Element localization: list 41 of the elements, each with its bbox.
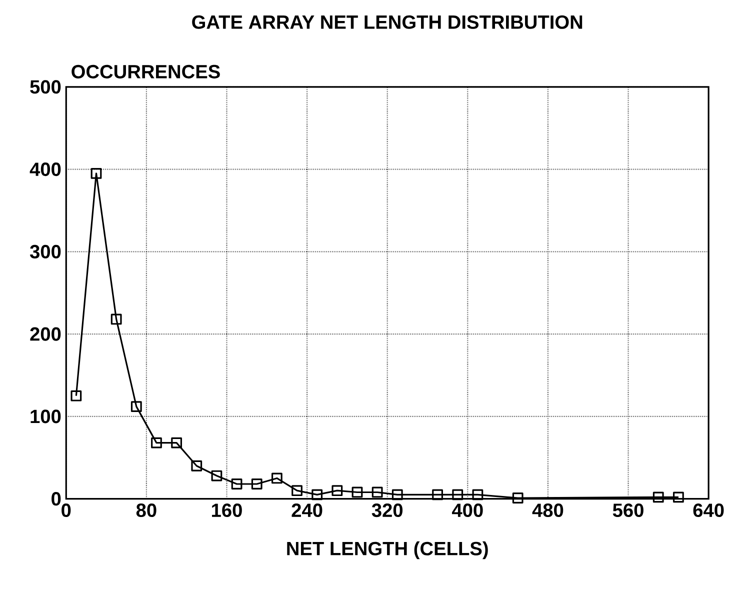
chart-title: GATE ARRAY NET LENGTH DISTRIBUTION	[192, 15, 582, 29]
point	[312, 489, 323, 500]
point	[70, 390, 82, 402]
point	[271, 472, 282, 484]
point	[673, 492, 684, 503]
point	[231, 478, 242, 490]
y-tick-label: 100	[30, 410, 61, 424]
y-tick-label: 300	[30, 244, 61, 259]
y-tick-label: 500	[30, 80, 61, 94]
x-tick-label: 320	[372, 504, 403, 518]
point	[652, 492, 664, 503]
point	[352, 486, 363, 498]
point	[432, 489, 443, 500]
point	[130, 401, 142, 412]
y-axis-title: OCCURRENCES	[72, 64, 220, 79]
x-tick-label: 400	[452, 504, 483, 518]
point	[372, 486, 383, 498]
point	[171, 437, 182, 448]
point	[110, 314, 122, 325]
point	[332, 485, 343, 496]
point	[452, 489, 464, 500]
point	[392, 489, 403, 500]
point	[251, 478, 262, 490]
x-axis-title: NET LENGTH (CELLS)	[287, 541, 488, 560]
x-tick-label: 240	[292, 504, 322, 518]
y-tick-label: 200	[30, 327, 61, 341]
x-tick-label: 640	[693, 504, 724, 518]
point	[472, 489, 484, 500]
point	[191, 460, 202, 472]
x-tick-label: 0	[62, 504, 71, 518]
x-tick-label: 560	[612, 504, 644, 518]
point	[90, 168, 102, 179]
y-tick-label: 0	[52, 492, 61, 506]
point	[151, 437, 162, 448]
point	[292, 485, 302, 496]
x-tick-label: 160	[212, 504, 242, 518]
point	[512, 492, 524, 504]
x-tick-label: 80	[136, 504, 156, 518]
x-tick-label: 480	[532, 504, 564, 518]
point	[211, 470, 222, 482]
y-tick-label: 400	[30, 162, 61, 176]
